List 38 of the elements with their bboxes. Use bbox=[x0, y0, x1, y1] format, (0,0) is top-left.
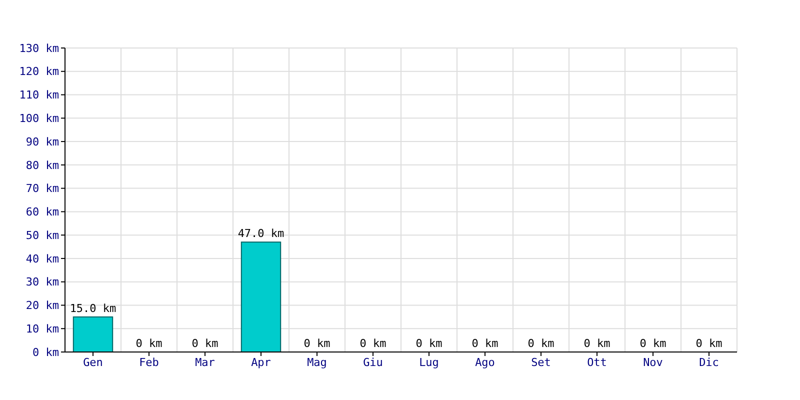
data-label: 0 km bbox=[584, 337, 611, 350]
x-tick-label: Ott bbox=[587, 356, 607, 369]
y-tick-label: 40 km bbox=[26, 252, 60, 266]
y-tick-label: 0 km bbox=[32, 346, 60, 359]
data-label: 0 km bbox=[472, 337, 499, 350]
x-tick-label: Mag bbox=[307, 356, 327, 369]
x-tick-label: Ago bbox=[475, 356, 495, 369]
x-tick-label: Lug bbox=[419, 356, 439, 369]
y-tick-label: 20 km bbox=[26, 299, 60, 312]
y-tick-label: 110 km bbox=[19, 88, 60, 102]
data-label: 0 km bbox=[416, 337, 443, 350]
x-tick-label: Set bbox=[531, 356, 551, 369]
x-tick-label: Nov bbox=[643, 356, 664, 369]
x-tick-label: Apr bbox=[251, 356, 272, 369]
y-tick-label: 100 km bbox=[19, 112, 60, 126]
x-tick-label: Feb bbox=[139, 356, 159, 369]
data-label: 0 km bbox=[136, 337, 163, 350]
y-tick-label: 60 km bbox=[26, 206, 60, 219]
y-tick-label: 70 km bbox=[26, 182, 60, 196]
y-tick-label: 80 km bbox=[26, 158, 60, 172]
data-label: 0 km bbox=[528, 337, 555, 350]
x-tick-label: Giu bbox=[363, 356, 383, 369]
y-tick-label: 130 km bbox=[19, 42, 60, 55]
data-label: 0 km bbox=[640, 337, 667, 350]
y-tick-label: 120 km bbox=[19, 65, 60, 78]
y-tick-label: 30 km bbox=[26, 276, 60, 289]
data-label: 0 km bbox=[304, 337, 331, 350]
data-label: 15.0 km bbox=[70, 302, 117, 315]
data-label: 47.0 km bbox=[238, 227, 285, 240]
y-tick-label: 50 km bbox=[26, 228, 60, 242]
data-label: 0 km bbox=[360, 337, 387, 350]
data-label: 0 km bbox=[192, 337, 219, 350]
y-tick-label: 10 km bbox=[26, 322, 60, 336]
y-tick-label: 90 km bbox=[26, 135, 60, 148]
x-tick-label: Gen bbox=[83, 356, 103, 369]
x-tick-label: Mar bbox=[195, 356, 216, 369]
x-tick-label: Dic bbox=[699, 356, 719, 369]
data-label: 0 km bbox=[696, 337, 723, 350]
